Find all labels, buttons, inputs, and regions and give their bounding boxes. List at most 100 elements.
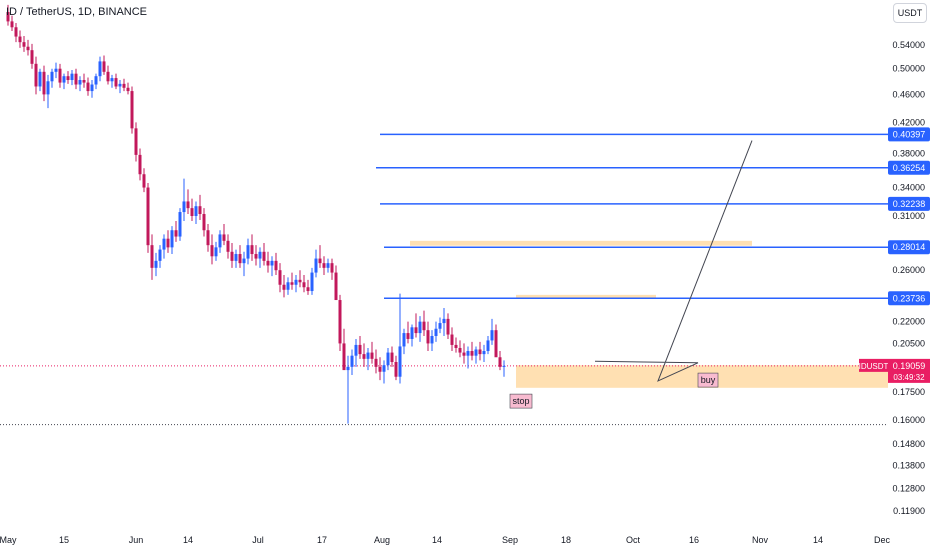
candle-body [102, 61, 106, 72]
candle-body [418, 321, 422, 334]
candle-body [470, 351, 474, 356]
candle-body [262, 251, 266, 261]
x-tick-label: 16 [689, 535, 699, 545]
price-level-tag [888, 160, 930, 175]
candle-body [446, 318, 450, 335]
candle-body [22, 42, 26, 47]
candle-body [154, 260, 158, 268]
y-tick-label: 0.14800 [892, 439, 925, 449]
stop-label-box [509, 393, 533, 409]
candle-body [318, 258, 322, 264]
drawings-layer [594, 140, 753, 382]
candle-body [430, 335, 434, 344]
candle-body [106, 71, 110, 82]
candle-body [322, 263, 326, 268]
candle-body [66, 76, 70, 81]
x-tick-label: 14 [432, 535, 442, 545]
target-zone [516, 294, 656, 299]
x-axis[interactable]: May 15 Jun 14 Jul 17 Aug 14 Sep 18 Oct 16 Nov 14 Dec [0, 535, 890, 545]
candle-body [482, 351, 486, 355]
x-tick-label: May [0, 535, 17, 545]
candle-body [498, 357, 502, 367]
candle-body [194, 206, 198, 217]
candle-body [258, 251, 262, 259]
candle-body [50, 71, 54, 82]
y-tick-label: 0.34000 [892, 183, 925, 193]
candle-body [214, 247, 218, 257]
candle-body [18, 36, 22, 43]
x-tick-label: Jul [252, 535, 264, 545]
y-tick-label: 0.12800 [892, 484, 925, 494]
candle-body [346, 366, 350, 371]
x-tick-label: Oct [626, 535, 641, 545]
candle-body [170, 230, 174, 248]
y-tick-label: 0.42000 [892, 117, 925, 127]
candle-body [334, 272, 338, 301]
candle-body [398, 346, 402, 377]
candle-body [378, 366, 382, 372]
candle-body [354, 344, 358, 356]
candle-body [302, 282, 306, 288]
currency-button[interactable]: USDT [893, 3, 927, 23]
price-level-label: 0.36254 [893, 163, 926, 173]
candle-body [238, 254, 242, 264]
candle-body [314, 258, 318, 273]
candle-body [218, 234, 222, 248]
candle-body [254, 254, 258, 259]
candle-body [358, 344, 362, 355]
candle-body [366, 352, 370, 359]
labels-layer: 0.40397 0.36254 0.32238 0.28014 0.23736 stop b… [509, 127, 930, 409]
candle-body [82, 80, 86, 83]
y-axis[interactable]: 0.54000 0.50000 0.46000 0.42000 0.38000 0.340… [892, 40, 925, 516]
buy-label-box [697, 372, 719, 388]
y-tick-label: 0.31000 [892, 211, 925, 221]
candle-body [274, 260, 278, 271]
x-tick-label: Jun [129, 535, 144, 545]
candle-body [54, 68, 58, 72]
candle-body [426, 330, 430, 344]
candle-body [338, 300, 342, 344]
chart-title: ID / TetherUS, 1D, BINANCE [6, 6, 148, 18]
candle-body [234, 254, 238, 261]
y-tick-label: 0.17500 [892, 387, 925, 397]
countdown-label: 03:49:32 [893, 373, 925, 382]
candle-body [10, 21, 14, 28]
candle-body [486, 340, 490, 352]
x-tick-label: 18 [561, 535, 571, 545]
candle-body [162, 238, 166, 250]
candle-body [414, 327, 418, 334]
candle-body [90, 84, 94, 92]
candle-body [78, 80, 82, 85]
candle-body [114, 78, 118, 87]
candle-body [174, 230, 178, 237]
candle-body [390, 352, 394, 363]
candle-body [42, 71, 46, 95]
x-tick-label: 14 [813, 535, 823, 545]
candle-body [434, 328, 438, 336]
candle-body [70, 73, 74, 81]
candle-body [350, 355, 354, 367]
price-level-tag [888, 291, 930, 306]
candle-body [206, 230, 210, 246]
buy-label: buy [701, 375, 716, 385]
candle-body [74, 73, 78, 85]
candle-body [494, 330, 498, 358]
x-tick-label: 14 [183, 535, 193, 545]
candle-body [222, 234, 226, 241]
candle-body [230, 251, 234, 261]
projection-path[interactable] [594, 140, 753, 382]
candle-body [150, 245, 154, 268]
symbol-label: IDUSDT [859, 362, 889, 371]
candle-body [226, 240, 230, 252]
candle-body [362, 354, 366, 359]
candle-body [62, 76, 66, 83]
resistance-zone [410, 240, 752, 246]
candle-body [242, 258, 246, 264]
price-level-label: 0.32238 [893, 199, 926, 209]
candle-body [270, 260, 274, 266]
candle-body [14, 27, 18, 37]
candle-body [394, 362, 398, 377]
candle-body [278, 270, 282, 285]
candle-body [502, 365, 506, 367]
